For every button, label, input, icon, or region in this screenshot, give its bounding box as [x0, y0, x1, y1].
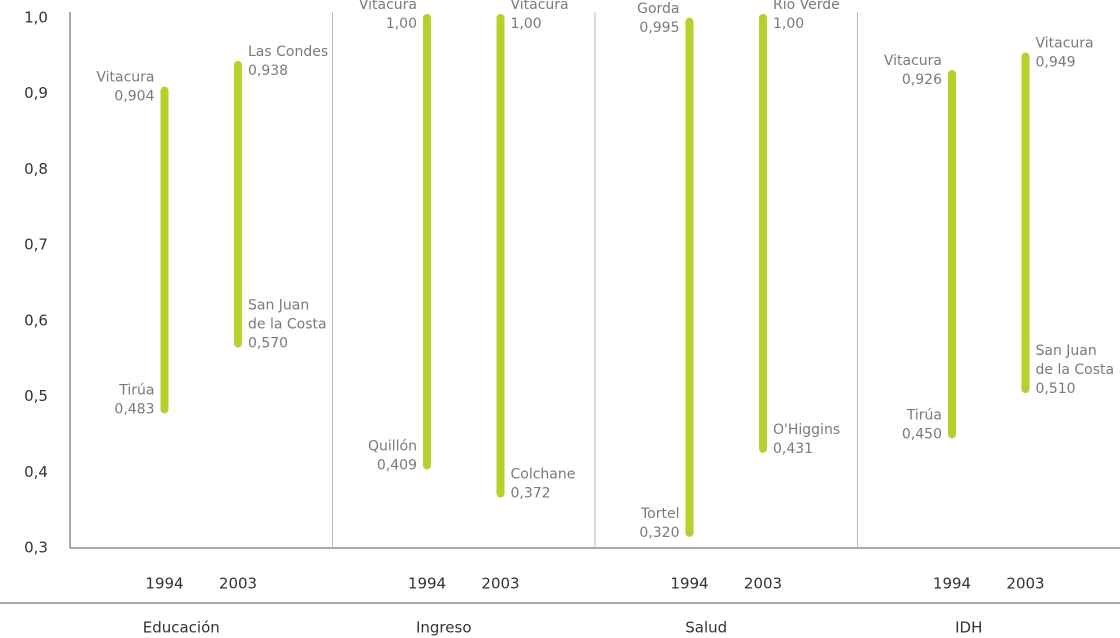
x-tick-label: 2003	[219, 575, 257, 593]
low-label: 0,409	[377, 457, 417, 473]
y-tick-label: 0,6	[24, 311, 48, 329]
low-label: 0,510	[1036, 381, 1076, 397]
x-tick-label: 1994	[145, 575, 183, 593]
low-label: 0,372	[511, 485, 551, 501]
y-tick-label: 0,9	[24, 84, 48, 102]
high-label: 0,995	[639, 20, 679, 36]
y-tick-label: 0,4	[24, 463, 48, 481]
y-tick-label: 0,7	[24, 236, 48, 254]
low-name: de la Costa	[248, 317, 327, 333]
y-tick-label: 0,8	[24, 160, 48, 178]
high-name: Vitacura	[1036, 36, 1094, 52]
low-name: de la Costa	[1036, 362, 1115, 378]
y-tick-label: 1,0	[24, 9, 48, 27]
y-tick-label: 0,5	[24, 387, 48, 405]
group-label: Salud	[685, 619, 727, 637]
x-tick-label: 1994	[933, 575, 971, 593]
high-name: Las Condes	[248, 44, 328, 60]
x-tick-label: 1994	[408, 575, 446, 593]
high-label: 0,926	[902, 72, 942, 88]
low-name: Quillón	[368, 438, 417, 454]
y-tick-label: 0,3	[24, 539, 48, 557]
group-label: IDH	[955, 619, 982, 637]
high-label: 1,00	[386, 16, 417, 32]
group-label: Ingreso	[416, 619, 472, 637]
high-label: 0,949	[1036, 55, 1076, 71]
high-name: Vitacura	[511, 0, 569, 13]
high-name: Vitacura	[359, 0, 417, 13]
x-tick-label: 1994	[670, 575, 708, 593]
high-name: Vitacura	[96, 70, 154, 86]
low-label: 0,450	[902, 426, 942, 442]
low-name: O'Higgins	[773, 422, 840, 438]
high-name: Gorda	[637, 1, 679, 17]
x-tick-label: 2003	[1006, 575, 1044, 593]
low-label: 0,483	[114, 401, 154, 417]
low-name: Tortel	[640, 506, 680, 522]
low-label: 0,431	[773, 441, 813, 457]
x-tick-label: 2003	[481, 575, 519, 593]
high-name: Río Verde	[773, 0, 840, 13]
low-name: San Juan	[248, 298, 309, 314]
low-label: 0,570	[248, 336, 288, 352]
low-name: Tirúa	[906, 407, 942, 423]
high-label: 1,00	[511, 16, 542, 32]
low-name: Colchane	[511, 466, 576, 482]
low-label: 0,320	[639, 525, 679, 541]
low-name: Tirúa	[118, 382, 154, 398]
group-label: Educación	[143, 619, 220, 637]
high-label: 0,904	[114, 89, 154, 105]
high-label: 0,938	[248, 63, 288, 79]
x-tick-label: 2003	[744, 575, 782, 593]
high-name: Vitacura	[884, 53, 942, 69]
high-label: 1,00	[773, 16, 804, 32]
low-name: San Juan	[1036, 343, 1097, 359]
